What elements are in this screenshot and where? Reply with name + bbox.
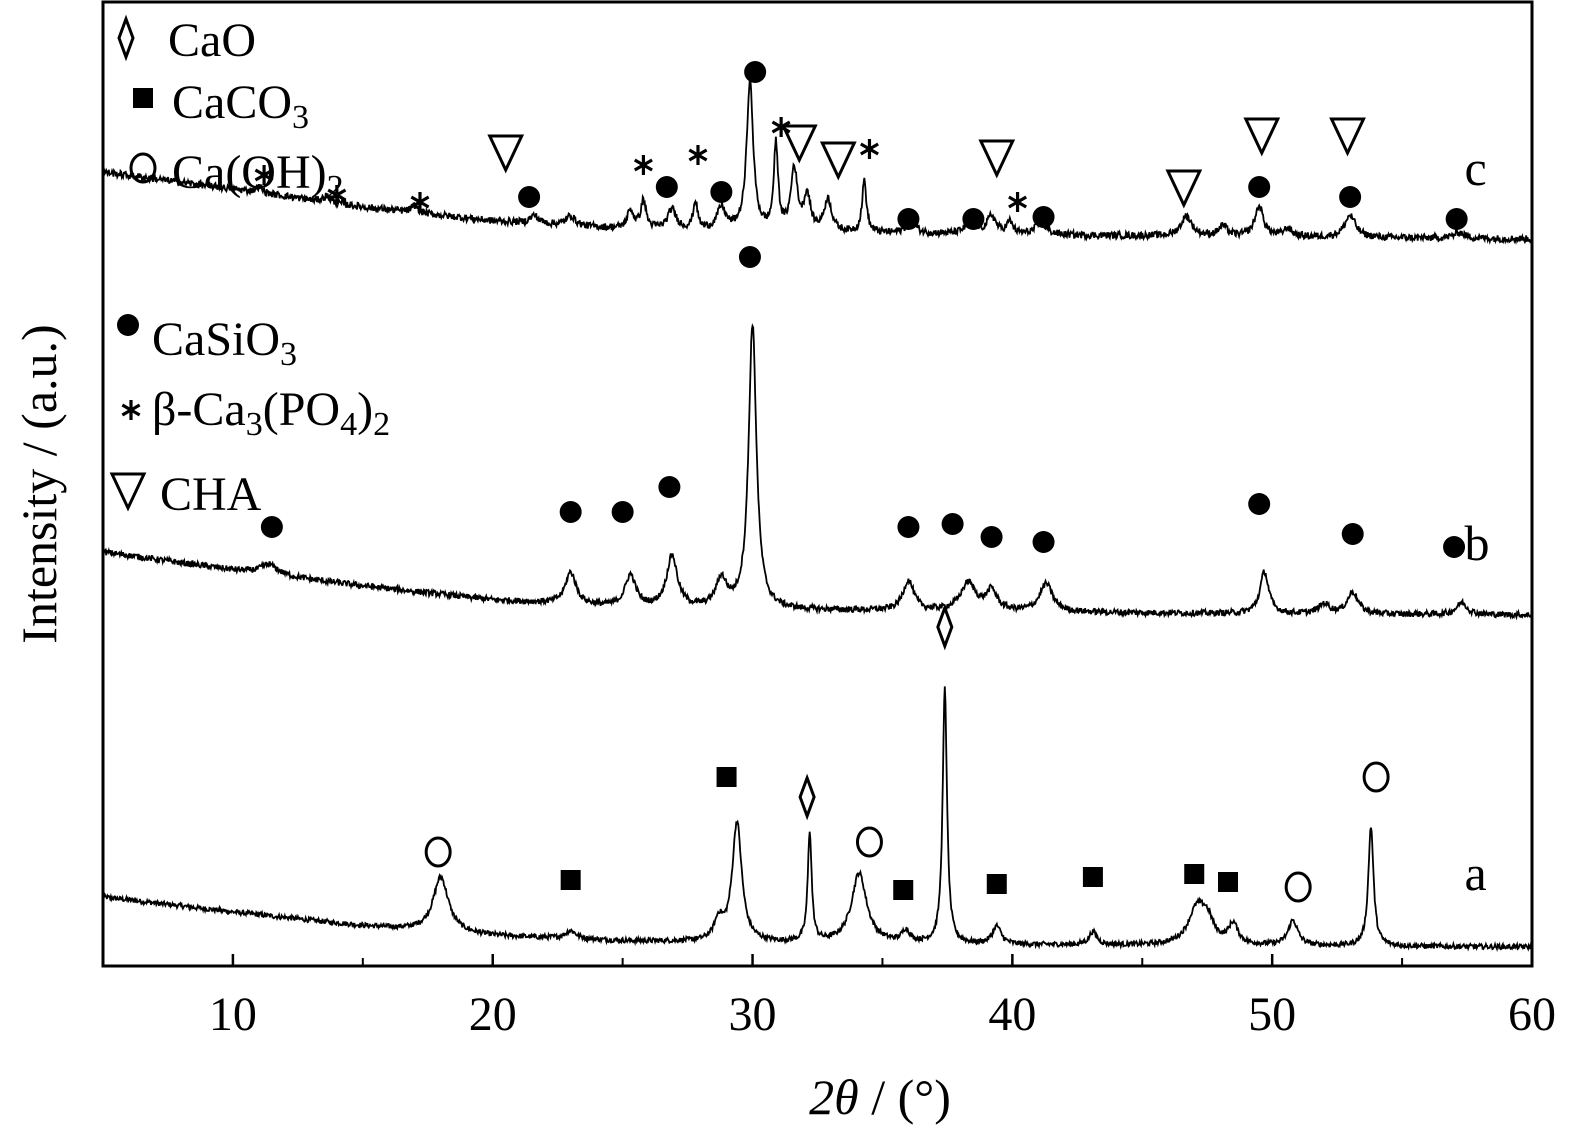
legend-item-circle-open: Ca(OH)2 — [129, 146, 344, 206]
y-axis-title: Intensity / (a.u.) — [11, 324, 67, 643]
x-tick-label: 50 — [1248, 988, 1296, 1041]
phase-marker-triangle-down-c — [1329, 117, 1366, 157]
phase-marker-circle-filled-c — [1445, 208, 1468, 230]
phase-marker-circle-filled-b — [738, 246, 761, 268]
x-tick-label: 60 — [1508, 988, 1556, 1041]
phase-marker-circle-filled-b — [941, 513, 964, 535]
x-axis-title: 2θ / (°) — [809, 1069, 951, 1125]
phase-marker-triangle-down-c — [780, 124, 818, 164]
legend-marker-circle-filled-icon — [117, 314, 139, 336]
legend-item-triangle-down: CHA — [109, 468, 262, 521]
phase-marker-circle-filled-b — [980, 526, 1003, 548]
phase-marker-circle-filled-b — [559, 501, 582, 523]
legend-item-circle-filled: CaSiO3 — [117, 313, 297, 373]
phase-marker-circle-open-a — [1362, 761, 1390, 793]
phase-marker-circle-filled-c — [518, 186, 541, 208]
x-tick-label: 10 — [209, 988, 257, 1041]
legend-item-asterisk: β-Ca3(PO4)2 — [121, 383, 390, 443]
phase-marker-square-a — [1218, 872, 1239, 892]
phase-marker-circle-filled-b — [1341, 523, 1364, 545]
x-tick-label: 30 — [729, 988, 777, 1041]
phase-marker-asterisk-c — [327, 185, 347, 205]
phase-marker-asterisk-c — [410, 192, 430, 212]
phase-marker-triangle-down-c — [1165, 169, 1203, 209]
phase-marker-triangle-down-c — [1243, 117, 1281, 157]
phase-marker-diamond-a — [798, 773, 816, 821]
phase-marker-circle-filled-c — [710, 181, 733, 203]
phase-marker-circle-filled-b — [1248, 493, 1271, 515]
phase-marker-asterisk-c — [688, 145, 708, 165]
curve-label-a: a — [1464, 845, 1486, 901]
phase-marker-circle-filled-b — [260, 516, 283, 538]
phase-marker-diamond-a — [936, 603, 954, 651]
phase-marker-square-a — [893, 880, 914, 900]
phase-marker-square-a — [986, 874, 1007, 894]
phase-marker-triangle-down-c — [487, 134, 525, 174]
legend-item-diamond: CaO — [117, 14, 256, 67]
legend-label: CaSiO3 — [152, 313, 297, 373]
legend-marker-diamond-icon — [117, 14, 135, 62]
legend-label: CHA — [160, 468, 262, 521]
phase-marker-circle-filled-c — [962, 208, 985, 230]
curves-layer — [102, 76, 1533, 953]
phase-marker-circle-filled-c — [1248, 176, 1271, 198]
phase-marker-circle-filled-c — [897, 208, 920, 230]
phase-marker-asterisk-c — [254, 165, 274, 185]
pattern-curve-b — [102, 323, 1533, 621]
pattern-curve-a — [102, 686, 1533, 953]
phase-marker-circle-filled-c — [1339, 186, 1362, 208]
legend-marker-asterisk-icon — [121, 400, 141, 420]
phase-marker-circle-filled-c — [655, 176, 678, 198]
legend-marker-triangle-down-icon — [109, 472, 147, 512]
legend-label: β-Ca3(PO4)2 — [152, 383, 390, 443]
phase-marker-circle-open-a — [424, 836, 452, 868]
phase-marker-circle-filled-c — [1032, 206, 1055, 228]
phase-marker-circle-filled-b — [611, 501, 634, 523]
phase-marker-circle-filled-b — [1443, 536, 1466, 558]
legend-marker-circle-open-icon — [129, 152, 157, 184]
legend-label: CaO — [168, 14, 256, 67]
legend-label: CaCO3 — [172, 76, 309, 136]
curve-label-c: c — [1464, 140, 1486, 196]
x-tick-label: 40 — [988, 988, 1036, 1041]
phase-marker-triangle-down-c — [819, 141, 857, 181]
plot-frame — [101, 0, 1534, 968]
phase-marker-square-a — [716, 767, 737, 787]
phase-markers-layer — [254, 61, 1468, 903]
phase-marker-circle-open-a — [1284, 871, 1312, 903]
legend-label: Ca(OH)2 — [172, 146, 344, 206]
phase-marker-asterisk-c — [633, 155, 653, 175]
phase-marker-circle-open-a — [855, 826, 883, 858]
phase-marker-circle-filled-b — [658, 476, 681, 498]
x-axis: 10 20 30 40 50 60 — [209, 954, 1556, 1041]
x-tick-label: 20 — [469, 988, 517, 1041]
phase-marker-square-a — [1184, 864, 1205, 884]
phase-marker-circle-filled-b — [1032, 531, 1055, 553]
phase-marker-asterisk-c — [1008, 192, 1028, 212]
phase-marker-circle-filled-b — [897, 516, 920, 538]
pattern-curve-c — [102, 76, 1533, 246]
phase-marker-circle-filled-c — [744, 61, 767, 83]
phase-marker-square-a — [560, 870, 581, 890]
phase-marker-square-a — [1082, 867, 1103, 887]
phase-marker-asterisk-c — [860, 139, 879, 159]
legend: CaO CaCO3 Ca(OH)2 CaSiO3 β-Ca3(PO4)2 CHA — [109, 14, 390, 521]
legend-marker-square-icon — [133, 88, 153, 108]
curve-labels-layer: a b c — [1464, 140, 1489, 901]
phase-marker-triangle-down-c — [978, 139, 1016, 179]
curve-label-b: b — [1464, 515, 1489, 571]
legend-item-square: CaCO3 — [133, 76, 309, 136]
